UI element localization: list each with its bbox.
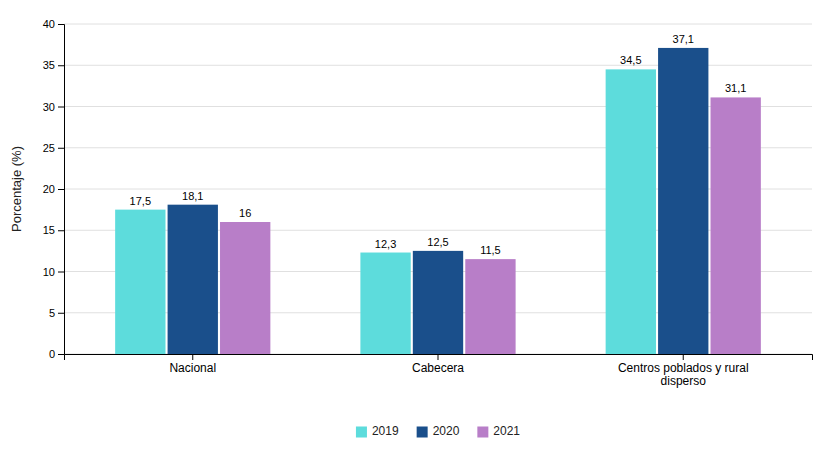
tick-label: 0 xyxy=(49,348,55,360)
tick-mark xyxy=(58,148,64,149)
bar xyxy=(606,69,656,354)
bar xyxy=(168,205,218,354)
tick-label: 20 xyxy=(43,183,55,195)
bar xyxy=(711,97,761,354)
data-label: 37,1 xyxy=(673,33,694,45)
bar xyxy=(115,210,165,354)
bar xyxy=(220,222,270,354)
legend-label: 2020 xyxy=(433,424,460,438)
tick-label: 10 xyxy=(43,266,55,278)
data-label: 11,5 xyxy=(480,244,501,256)
legend-swatch xyxy=(417,427,428,438)
x-axis: Nacional Cabecera Centros poblados y rural… xyxy=(65,354,813,388)
tick-mark xyxy=(438,354,439,360)
legend-swatch xyxy=(356,427,367,438)
tick: 5 xyxy=(49,307,64,319)
bars xyxy=(115,48,761,354)
tick-label: 40 xyxy=(43,18,55,30)
chart: 0 5 10 15 20 25 30 35 40 Nacional Cabecera Centros … xyxy=(0,0,836,454)
tick-mark xyxy=(58,65,64,66)
tick-mark xyxy=(58,107,64,108)
tick-label-line: Centros poblados y rural xyxy=(618,361,749,375)
tick-label-line: Cabecera xyxy=(412,361,464,375)
tick-label: 25 xyxy=(43,142,55,154)
tick-label: 15 xyxy=(43,224,55,236)
grid-line xyxy=(64,24,812,25)
tick: Cabecera xyxy=(412,354,464,375)
bar xyxy=(465,259,515,354)
axis-line xyxy=(58,25,65,355)
bar xyxy=(360,253,410,354)
tick: 15 xyxy=(43,224,64,236)
legend-item: 2020 xyxy=(417,424,460,438)
tick-label: Nacional xyxy=(169,361,216,375)
tick-label: 35 xyxy=(43,59,55,71)
tick-label: 5 xyxy=(49,307,55,319)
tick-label: 30 xyxy=(43,101,55,113)
tick-mark xyxy=(58,230,64,231)
tick-mark xyxy=(58,313,64,314)
plot: 0 5 10 15 20 25 30 35 40 Nacional Cabecera Centros … xyxy=(43,18,813,388)
tick-mark xyxy=(58,272,64,273)
bar xyxy=(413,251,463,354)
tick: 35 xyxy=(43,59,64,71)
legend-label: 2019 xyxy=(372,424,399,438)
tick-mark xyxy=(58,354,64,355)
tick: 20 xyxy=(43,183,64,195)
y-axis-label: Porcentaje (%) xyxy=(9,146,24,232)
axis-line xyxy=(65,355,813,361)
legend-item: 2019 xyxy=(356,424,399,438)
data-label: 17,5 xyxy=(130,195,151,207)
data-label: 31,1 xyxy=(725,82,746,94)
tick-mark xyxy=(192,354,193,360)
data-labels: 17,5 12,3 34,5 18,1 12,5 37,1 16 11,5 31,1 xyxy=(130,33,747,256)
data-label: 16 xyxy=(239,207,251,219)
tick: 10 xyxy=(43,266,64,278)
grid xyxy=(64,24,812,354)
data-label: 12,5 xyxy=(427,236,448,248)
tick-mark xyxy=(58,24,64,25)
tick-label: Centros poblados y ruraldisperso xyxy=(618,361,749,389)
legend-item: 2021 xyxy=(477,424,520,438)
tick: 25 xyxy=(43,142,64,154)
tick: 30 xyxy=(43,101,64,113)
bar xyxy=(658,48,708,354)
tick-label-line: Nacional xyxy=(169,361,216,375)
tick-label-line: disperso xyxy=(661,374,707,388)
data-label: 34,5 xyxy=(620,54,641,66)
legend-swatch xyxy=(477,427,488,438)
tick: 40 xyxy=(43,18,64,30)
legend: 2019 2020 2021 xyxy=(356,424,520,438)
data-label: 18,1 xyxy=(182,190,203,202)
tick-label: Cabecera xyxy=(412,361,464,375)
tick-mark xyxy=(683,354,684,360)
tick: Centros poblados y ruraldisperso xyxy=(618,354,749,388)
y-axis: 0 5 10 15 20 25 30 35 40 xyxy=(43,18,65,360)
legend-label: 2021 xyxy=(493,424,520,438)
tick: 0 xyxy=(49,348,64,360)
tick: Nacional xyxy=(169,354,216,375)
data-label: 12,3 xyxy=(375,238,396,250)
tick-mark xyxy=(58,189,64,190)
